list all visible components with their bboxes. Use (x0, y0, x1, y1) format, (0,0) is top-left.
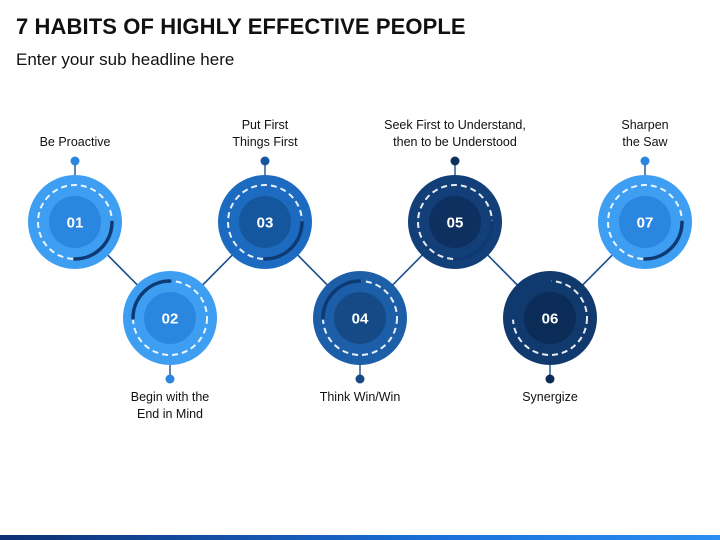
step-number: 06 (542, 311, 559, 328)
inner-circle (524, 292, 576, 344)
step-label: Seek First to Understand, then to be Unde… (370, 117, 540, 151)
ring-accent-arc (511, 279, 552, 320)
inner-circle (619, 196, 671, 248)
step-number: 07 (637, 215, 654, 232)
step-label-line: Begin with the (130, 390, 210, 404)
step-03: 03 (218, 156, 312, 269)
ring-accent-arc (321, 279, 362, 320)
ring-accent-arc (73, 220, 114, 261)
step-label-line: Be Proactive (39, 135, 111, 149)
ring-accent-arc (263, 220, 304, 261)
page-title: 7 HABITS OF HIGHLY EFFECTIVE PEOPLE (16, 14, 466, 39)
inner-circle (429, 196, 481, 248)
bottom-accent-bar (0, 535, 720, 540)
step-label-line: Sharpen (621, 118, 669, 132)
pin-dot (260, 156, 270, 166)
pin-dot (165, 374, 175, 384)
pin-dot (355, 374, 365, 384)
step-label-line: then to be Understood (393, 135, 517, 149)
step-label-line: Think Win/Win (319, 390, 401, 404)
step-label: Think Win/Win (275, 389, 445, 406)
pin-dot (640, 156, 650, 166)
step-number: 02 (162, 311, 179, 328)
inner-circle (239, 196, 291, 248)
step-label-line: Things First (232, 135, 298, 149)
ring-accent-arc (453, 220, 494, 261)
step-number: 01 (67, 215, 84, 232)
step-04: 04 (313, 271, 407, 384)
step-01: 01 (28, 156, 122, 269)
step-label-line: the Saw (622, 135, 668, 149)
step-label: Be Proactive (0, 134, 160, 151)
step-label: Synergize (465, 389, 635, 406)
step-02: 02 (123, 271, 217, 384)
step-number: 04 (352, 311, 369, 328)
step-label: Put First Things First (180, 117, 350, 151)
step-number: 03 (257, 215, 274, 232)
inner-circle (144, 292, 196, 344)
page-subtitle: Enter your sub headline here (16, 50, 235, 69)
step-label-line: End in Mind (136, 407, 203, 421)
step-05: 05 (408, 156, 502, 269)
inner-circle (49, 196, 101, 248)
ring-accent-arc (131, 279, 172, 320)
pin-dot (70, 156, 80, 166)
step-label-line: Seek First to Understand, (384, 118, 526, 132)
inner-circle (334, 292, 386, 344)
pin-dot (450, 156, 460, 166)
step-label-line: Synergize (522, 390, 578, 404)
step-label-line: Put First (241, 118, 289, 132)
step-label: Begin with the End in Mind (85, 389, 255, 423)
pin-dot (545, 374, 555, 384)
ring-accent-arc (643, 220, 684, 261)
step-07: 07 (598, 156, 692, 269)
step-number: 05 (447, 215, 464, 232)
step-06: 06 (503, 271, 597, 384)
step-label: Sharpen the Saw (560, 117, 720, 151)
